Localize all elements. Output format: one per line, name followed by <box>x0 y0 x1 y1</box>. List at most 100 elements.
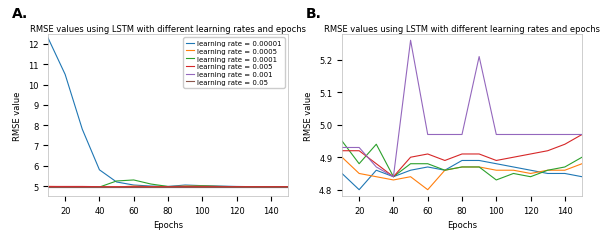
learning rate = 0.00001 <box>182 184 189 187</box>
learning rate = 0.005 <box>182 185 189 188</box>
learning rate = 0.005 <box>79 185 86 188</box>
Line: learning rate = 0.00001: learning rate = 0.00001 <box>48 39 288 187</box>
learning rate = 0.05 <box>233 185 240 188</box>
learning rate = 0.05 <box>147 185 154 188</box>
learning rate = 0.0001 <box>147 183 154 186</box>
Legend: learning rate = 0.00001, learning rate = 0.0005, learning rate = 0.0001, learnin: learning rate = 0.00001, learning rate =… <box>183 38 284 88</box>
learning rate = 0.005 <box>250 185 257 188</box>
learning rate = 0.05 <box>44 185 52 188</box>
Y-axis label: RMSE value: RMSE value <box>13 91 22 140</box>
Line: learning rate = 0.0005: learning rate = 0.0005 <box>48 186 288 187</box>
learning rate = 0.00001 <box>233 185 240 188</box>
learning rate = 0.001 <box>164 185 172 188</box>
learning rate = 0.005 <box>199 185 206 188</box>
learning rate = 0.0001 <box>62 186 69 188</box>
learning rate = 0.001 <box>130 185 137 188</box>
learning rate = 0.0005 <box>44 185 52 188</box>
learning rate = 0.0005 <box>96 186 103 189</box>
learning rate = 0.0001 <box>284 185 292 188</box>
Text: B.: B. <box>306 7 322 21</box>
learning rate = 0.001 <box>216 185 223 188</box>
learning rate = 0.00001 <box>130 184 137 187</box>
learning rate = 0.0005 <box>182 185 189 188</box>
learning rate = 0.0005 <box>147 185 154 188</box>
learning rate = 0.0005 <box>164 185 172 188</box>
learning rate = 0.00001 <box>147 185 154 188</box>
learning rate = 0.00001 <box>79 128 86 131</box>
learning rate = 0.0001 <box>267 185 274 188</box>
learning rate = 0.05 <box>216 185 223 188</box>
learning rate = 0.005 <box>147 185 154 188</box>
learning rate = 0.05 <box>62 185 69 188</box>
learning rate = 0.0005 <box>216 185 223 188</box>
learning rate = 0.001 <box>147 185 154 188</box>
X-axis label: Epochs: Epochs <box>447 221 477 229</box>
learning rate = 0.001 <box>44 185 52 188</box>
learning rate = 0.005 <box>113 185 120 188</box>
learning rate = 0.001 <box>62 185 69 188</box>
learning rate = 0.0005 <box>233 185 240 188</box>
learning rate = 0.0001 <box>164 185 172 188</box>
learning rate = 0.05 <box>113 185 120 188</box>
learning rate = 0.05 <box>199 185 206 188</box>
learning rate = 0.005 <box>284 185 292 188</box>
learning rate = 0.00001 <box>113 181 120 184</box>
learning rate = 0.0005 <box>284 185 292 188</box>
learning rate = 0.001 <box>267 185 274 188</box>
learning rate = 0.001 <box>199 185 206 188</box>
learning rate = 0.0005 <box>62 185 69 188</box>
learning rate = 0.0005 <box>79 186 86 188</box>
learning rate = 0.0005 <box>267 185 274 188</box>
learning rate = 0.005 <box>164 185 172 188</box>
learning rate = 0.0001 <box>199 185 206 188</box>
learning rate = 0.005 <box>44 185 52 188</box>
learning rate = 0.001 <box>182 185 189 188</box>
learning rate = 0.00001 <box>199 184 206 187</box>
learning rate = 0.0005 <box>113 186 120 189</box>
Title: RMSE values using LSTM with different learning rates and epochs: RMSE values using LSTM with different le… <box>30 25 306 34</box>
learning rate = 0.0001 <box>130 179 137 182</box>
learning rate = 0.05 <box>96 185 103 188</box>
learning rate = 0.0001 <box>216 185 223 188</box>
learning rate = 0.00001 <box>44 37 52 40</box>
learning rate = 0.005 <box>216 185 223 188</box>
learning rate = 0.005 <box>267 185 274 188</box>
learning rate = 0.00001 <box>164 185 172 188</box>
learning rate = 0.0001 <box>79 186 86 188</box>
learning rate = 0.05 <box>267 185 274 188</box>
learning rate = 0.00001 <box>62 74 69 76</box>
learning rate = 0.0001 <box>44 185 52 188</box>
learning rate = 0.005 <box>233 185 240 188</box>
learning rate = 0.0001 <box>182 185 189 188</box>
learning rate = 0.001 <box>96 185 103 188</box>
learning rate = 0.00001 <box>96 169 103 171</box>
learning rate = 0.001 <box>79 185 86 188</box>
learning rate = 0.0001 <box>113 180 120 182</box>
learning rate = 0.00001 <box>216 185 223 188</box>
Line: learning rate = 0.0001: learning rate = 0.0001 <box>48 180 288 187</box>
learning rate = 0.005 <box>62 185 69 188</box>
learning rate = 0.0005 <box>130 185 137 188</box>
Title: RMSE values using LSTM with different learning rates and epochs: RMSE values using LSTM with different le… <box>324 25 600 34</box>
Text: A.: A. <box>12 7 28 21</box>
learning rate = 0.001 <box>284 185 292 188</box>
learning rate = 0.00001 <box>267 185 274 188</box>
learning rate = 0.05 <box>130 185 137 188</box>
learning rate = 0.005 <box>96 185 103 188</box>
learning rate = 0.0001 <box>233 185 240 188</box>
learning rate = 0.0001 <box>96 186 103 189</box>
learning rate = 0.001 <box>113 185 120 188</box>
learning rate = 0.05 <box>284 185 292 188</box>
learning rate = 0.00001 <box>284 185 292 188</box>
learning rate = 0.0001 <box>250 185 257 188</box>
Y-axis label: RMSE value: RMSE value <box>304 91 313 140</box>
learning rate = 0.0005 <box>250 185 257 188</box>
learning rate = 0.05 <box>182 185 189 188</box>
learning rate = 0.00001 <box>250 185 257 188</box>
learning rate = 0.05 <box>164 185 172 188</box>
learning rate = 0.05 <box>79 185 86 188</box>
learning rate = 0.001 <box>250 185 257 188</box>
learning rate = 0.0005 <box>199 185 206 188</box>
learning rate = 0.005 <box>130 185 137 188</box>
learning rate = 0.001 <box>233 185 240 188</box>
